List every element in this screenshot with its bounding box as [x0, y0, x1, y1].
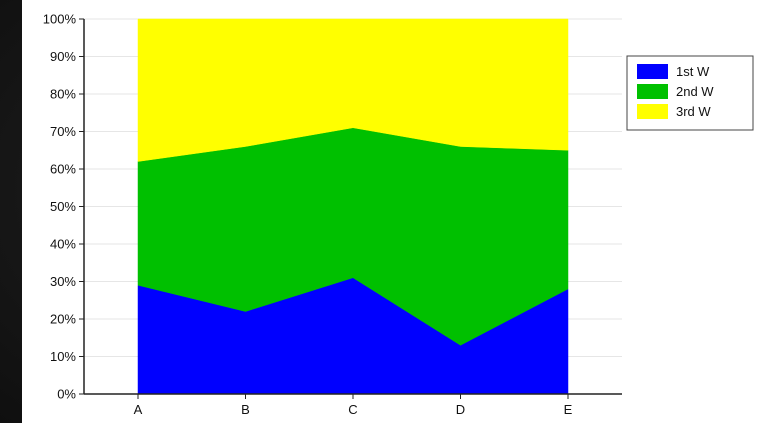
y-tick-label: 90%: [50, 49, 76, 64]
y-tick-label: 60%: [50, 162, 76, 177]
y-tick-label: 30%: [50, 274, 76, 289]
legend: 1st W 2nd W 3rd W: [626, 55, 754, 131]
legend-swatch: [637, 64, 668, 79]
area-series-group: [137, 18, 569, 395]
x-tick-label: B: [241, 402, 250, 417]
y-axis-tick-labels: 0% 10% 20% 30% 40% 50% 60% 70% 80% 90% 100%: [43, 12, 77, 402]
y-tick-label: 100%: [43, 12, 77, 27]
y-tick-label: 70%: [50, 124, 76, 139]
x-tick-label: A: [134, 402, 143, 417]
y-tick-label: 80%: [50, 87, 76, 102]
y-tick-label: 40%: [50, 237, 76, 252]
legend-entry-label: 1st W: [676, 64, 710, 79]
legend-swatch: [637, 84, 668, 99]
legend-entry-label: 3rd W: [676, 104, 711, 119]
legend-entry-label: 2nd W: [676, 84, 714, 99]
x-tick-label: C: [348, 402, 357, 417]
y-tick-label: 10%: [50, 349, 76, 364]
x-tick-label: D: [456, 402, 465, 417]
legend-swatch: [637, 104, 668, 119]
axes: [79, 18, 622, 399]
x-axis-tick-labels: A B C D E: [134, 402, 573, 417]
x-tick-label: E: [564, 402, 573, 417]
area-series-3: [137, 18, 569, 162]
y-tick-label: 0%: [57, 387, 76, 402]
y-tick-label: 50%: [50, 199, 76, 214]
y-tick-label: 20%: [50, 312, 76, 327]
